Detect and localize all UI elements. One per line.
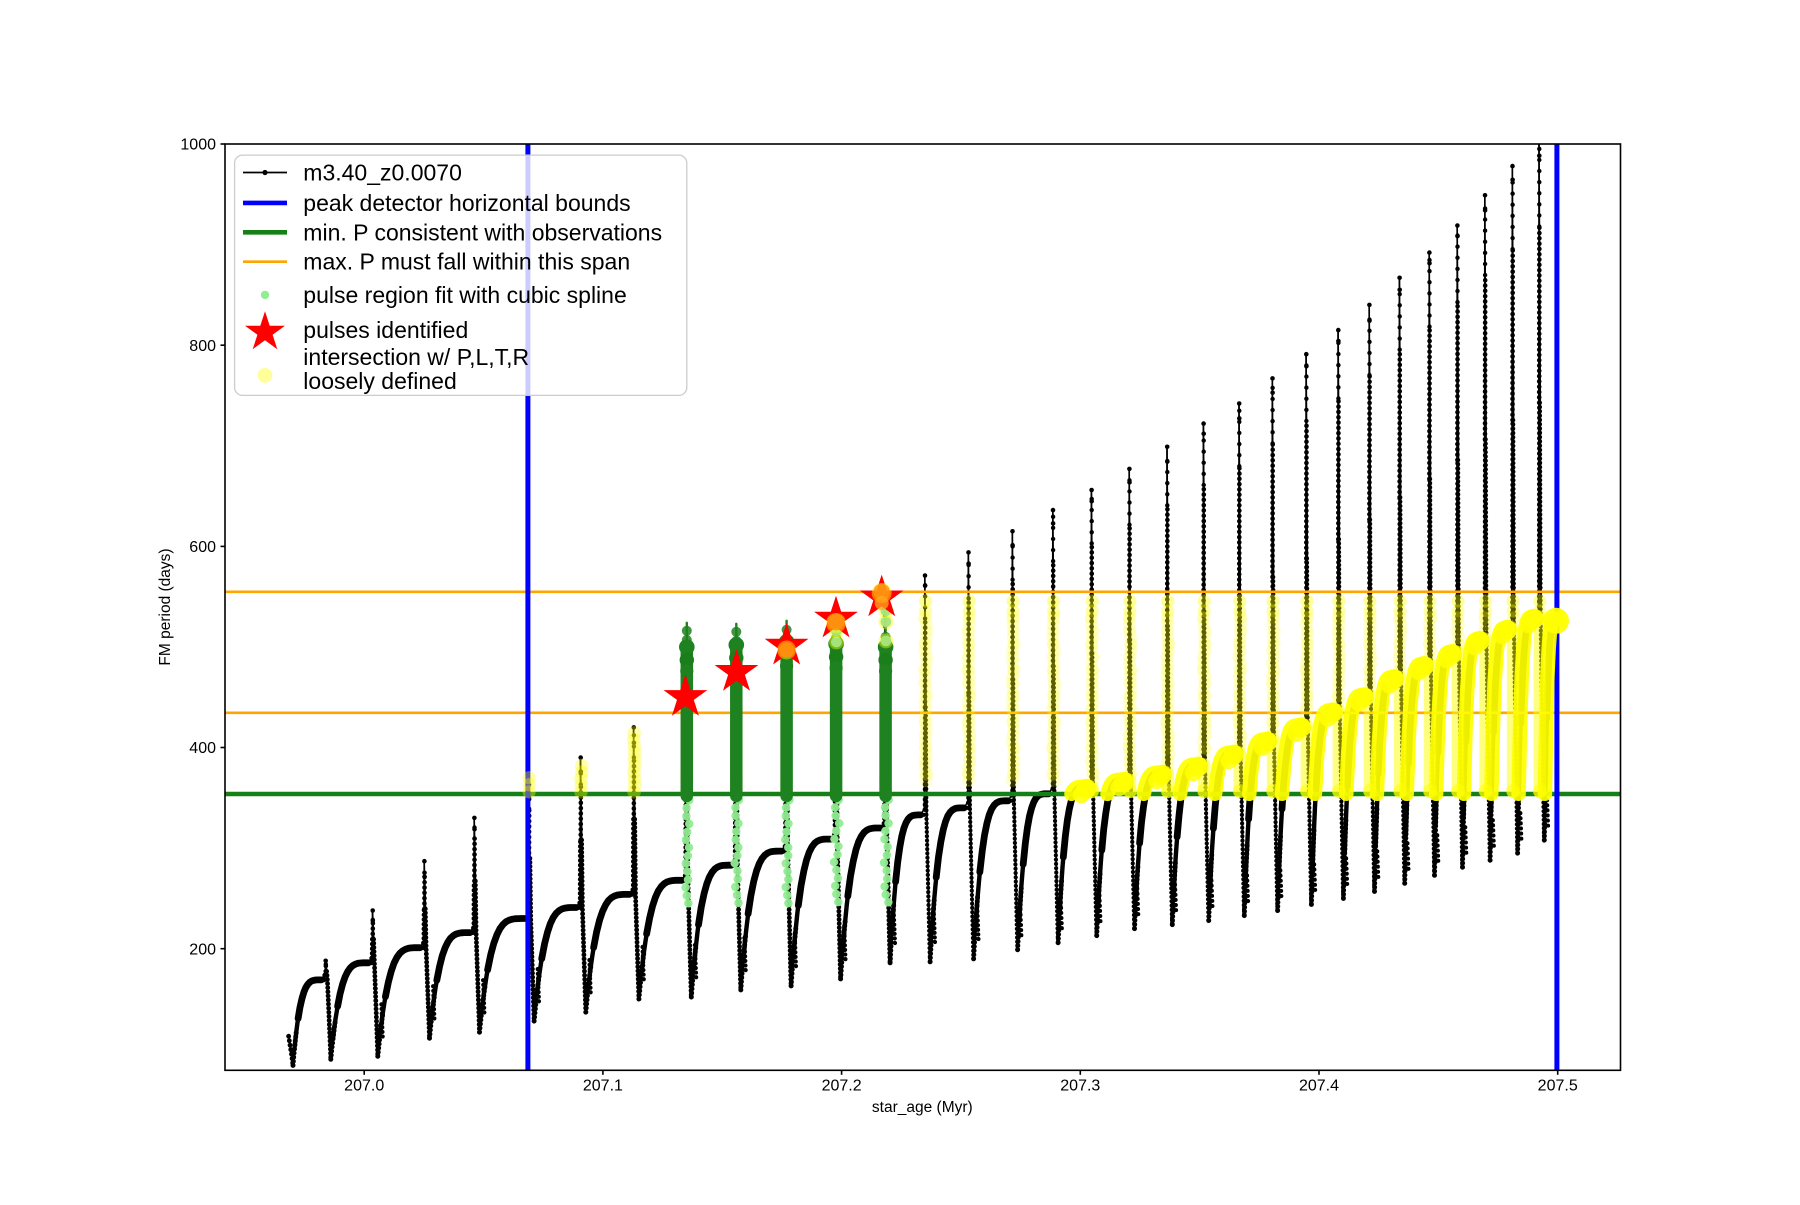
svg-text:min. P consistent with observa: min. P consistent with observations (303, 219, 662, 245)
svg-text:loosely defined: loosely defined (303, 368, 456, 394)
svg-text:FM period (days): FM period (days) (157, 548, 174, 665)
svg-text:207.4: 207.4 (1299, 1078, 1339, 1095)
svg-text:207.0: 207.0 (344, 1078, 384, 1095)
svg-text:max. P must fall within this s: max. P must fall within this span (303, 249, 630, 275)
svg-text:400: 400 (189, 740, 216, 757)
svg-text:intersection w/ P,L,T,R: intersection w/ P,L,T,R (303, 344, 529, 370)
svg-text:800: 800 (189, 338, 216, 355)
svg-text:207.1: 207.1 (583, 1078, 623, 1095)
svg-text:207.5: 207.5 (1538, 1078, 1578, 1095)
svg-text:pulses identified: pulses identified (303, 317, 468, 343)
svg-text:peak detector horizontal bound: peak detector horizontal bounds (303, 190, 630, 216)
svg-text:pulse region fit with cubic sp: pulse region fit with cubic spline (303, 282, 626, 308)
svg-text:207.2: 207.2 (822, 1078, 862, 1095)
svg-text:1000: 1000 (180, 137, 216, 154)
svg-text:200: 200 (189, 941, 216, 958)
svg-text:207.3: 207.3 (1060, 1078, 1100, 1095)
svg-text:m3.40_z0.0070: m3.40_z0.0070 (303, 160, 462, 186)
svg-text:600: 600 (189, 539, 216, 556)
svg-text:star_age (Myr): star_age (Myr) (872, 1099, 973, 1116)
